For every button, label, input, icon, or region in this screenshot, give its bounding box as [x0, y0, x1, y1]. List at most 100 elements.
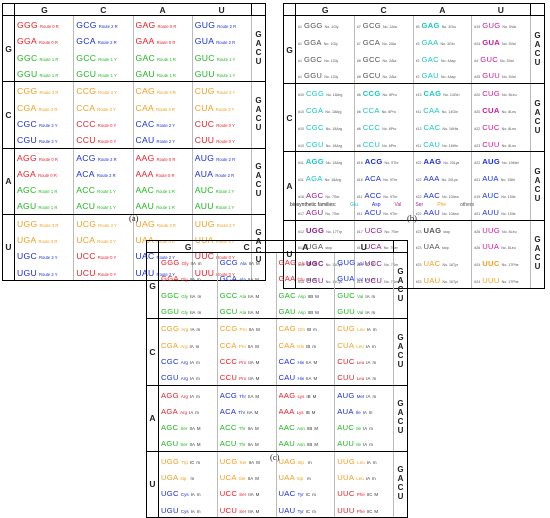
codon-cell: ACG Route 2 R ACA Route 2 R ACC Route 1 Y ACU R… [73, 148, 134, 215]
amino-acid: Tyr [297, 492, 304, 498]
codon-entry: #20 CUA No. 8Leu [474, 101, 530, 118]
codon-cell: #19 GUG No. 5Val #24 GUA No. 5Val #4 GUC No. 5Va… [471, 15, 531, 85]
codon: CCU [219, 373, 238, 383]
codon-entry: UUU Phe IIC M [337, 501, 393, 517]
codon-number: #10 [298, 143, 304, 148]
codon-entry: #1 GGU No. 1Gly [298, 66, 354, 83]
codon-entry: #21 AUU No. 15Ile [474, 203, 530, 220]
third-base: C [397, 284, 404, 294]
amino-acid: Asp [297, 293, 306, 299]
route-label: Route 0 Y [216, 122, 235, 128]
mode: M [374, 492, 379, 498]
codon-entry: AUA Route 2 R [195, 165, 251, 181]
amino-acid-label: No. 7Ser [325, 211, 340, 216]
third-base: U [397, 293, 404, 303]
amino-acid: Arg [180, 343, 188, 349]
codon-entry: UCU Route 0 Y [76, 264, 132, 280]
row-header: C [2, 81, 15, 149]
route-label: Route 2 R [216, 40, 236, 46]
codon: UUC [337, 489, 355, 499]
codon-cell: UCG Ser IIA M UCA Ser IIA M UCC Ser IIA M UCU Ser IIA M [217, 451, 277, 518]
amino-acid: Pro [239, 359, 247, 365]
codon: CCG [362, 89, 381, 99]
codon: ACA [219, 406, 237, 416]
amino-acid: Gly [180, 277, 188, 283]
codon-entry: UCC Route 0 Y [76, 247, 132, 263]
codon-entry: CAU Route 2 Y [136, 131, 192, 147]
codon: CAG [135, 86, 156, 97]
codon: AGU [306, 207, 324, 217]
codon: CAU [423, 139, 441, 149]
synthetase-class: IA [189, 409, 194, 415]
codon: AAC [135, 185, 155, 196]
third-base: A [397, 275, 404, 285]
codon: GCU [219, 306, 238, 316]
codon: ACG [76, 152, 96, 163]
codon: CCU [362, 139, 381, 149]
codon-entry: CGC Arg IA m [161, 352, 217, 368]
amino-acid-label: stop [442, 246, 449, 251]
codon-entry: AAU Asn IIB M [279, 434, 335, 450]
codon-entry: UUG Route 3 Y [195, 215, 251, 231]
codon-cell: CAG Route 3 R CAA Route 3 R CAC Route 2 Y CAU R… [133, 81, 193, 149]
codon: GCG [76, 20, 97, 30]
row-header: U [146, 451, 159, 518]
amino-acid-label: No. 19Met [502, 161, 519, 166]
synthetase-class: IB [307, 261, 312, 266]
amino-acid: Asn [297, 426, 305, 432]
codon-entry: #8 GCU No. 2Ala [357, 66, 413, 83]
codon: UAU [278, 505, 296, 515]
codon: UAG [135, 218, 156, 229]
caption-a: (a) [129, 213, 139, 223]
synthetase-class: IIA [247, 277, 254, 283]
codon: AGA [305, 174, 323, 184]
codon: ACU [76, 201, 96, 212]
codon-entry: AGU Ser IIA M [161, 434, 217, 450]
codon-entry: #10 CGC No. 18Arg [298, 118, 354, 135]
amino-acid-label: No. 16Tyr [442, 263, 459, 268]
amino-acid: Pro [239, 327, 247, 333]
codon: CUC [194, 118, 215, 129]
codon-entry: AUA Ile IA m [337, 402, 393, 418]
codon-entry: #20 CUG No. 8Leu [474, 84, 530, 101]
third-base: C [534, 253, 541, 263]
codon-entry: AUU Ile IA m [337, 434, 393, 450]
synthetase-class: IIA [306, 376, 312, 382]
codon: UUG [194, 218, 215, 229]
synthetase-class: IA [366, 459, 371, 465]
codon-entry: #2 GAU No. 4Asp [416, 66, 472, 83]
amino-acid-label: No. 6Pro [382, 126, 397, 131]
route-label: Route 0 R [38, 172, 57, 178]
codon: UCA [76, 235, 96, 246]
amino-acid: Glu [298, 261, 306, 266]
codon-entry: GGG Route 0 R [17, 16, 73, 32]
amino-acid-label: No. 17Trp [326, 229, 343, 234]
codon: UUU [482, 275, 500, 285]
codon: GCU [362, 71, 381, 81]
route-label: Route 3 R [156, 106, 175, 112]
amino-acid-label: No. 8Leu [501, 109, 517, 114]
third-base: U [255, 122, 262, 132]
mode: m [196, 492, 201, 498]
codon-entry: #21 AUA No. 15Ile [474, 169, 530, 186]
codon: GCC [362, 54, 381, 64]
codon: UUC [482, 259, 500, 269]
codon-entry: #11 ACU No. 9Thr [357, 203, 413, 220]
codon-entry: AGU Route 1 R [17, 197, 73, 213]
amino-acid: Met [356, 393, 365, 399]
third-base: G [534, 98, 541, 108]
amino-acid-label: No. 4Asp [440, 75, 456, 80]
codon: UAC [135, 251, 155, 262]
codon-entry: UCA Ser IIA M [220, 468, 276, 484]
codon-number: #8 [356, 75, 361, 80]
amino-acid: stp [297, 476, 304, 482]
codon: CUA [337, 340, 355, 350]
codon-number: #13 [415, 126, 422, 131]
legend-item: Val [394, 202, 402, 208]
codon-number: #23 [415, 246, 422, 251]
codon-number: #11 [415, 143, 422, 148]
codon: CUU [337, 373, 355, 383]
third-base: A [534, 176, 541, 186]
